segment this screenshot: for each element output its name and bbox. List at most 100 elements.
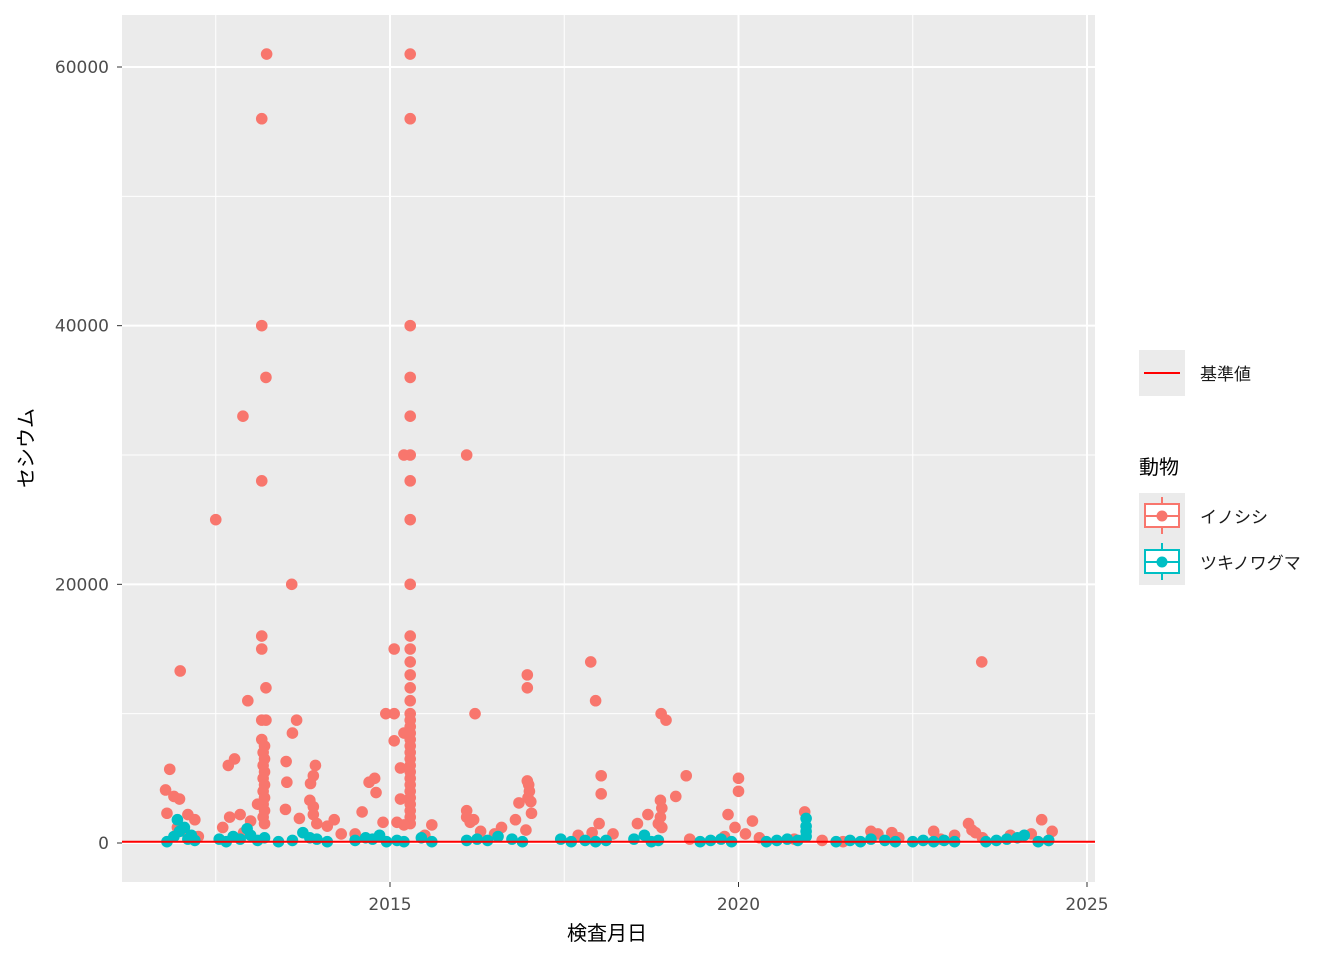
data-point xyxy=(404,578,417,591)
data-point xyxy=(520,824,532,836)
data-point xyxy=(631,817,644,830)
data-point xyxy=(460,834,473,847)
data-point xyxy=(656,802,668,814)
data-point xyxy=(178,821,191,834)
data-point xyxy=(1018,829,1031,842)
legend-key-inoshishi xyxy=(1144,497,1180,534)
data-point xyxy=(311,833,323,845)
data-point xyxy=(704,834,717,847)
data-point xyxy=(404,319,417,332)
data-point xyxy=(524,795,537,808)
data-point xyxy=(388,643,400,655)
data-point xyxy=(729,821,741,834)
data-point xyxy=(746,815,759,827)
data-point xyxy=(161,807,173,820)
data-point xyxy=(171,813,184,826)
data-point xyxy=(1035,813,1048,826)
data-point xyxy=(356,806,368,818)
data-point xyxy=(280,755,292,768)
data-point xyxy=(388,735,400,747)
data-point xyxy=(506,833,518,845)
data-point xyxy=(879,834,891,847)
data-point xyxy=(335,828,348,840)
data-point xyxy=(370,786,382,799)
legend-label-tsukinowaguma: ツキノワグマ xyxy=(1200,554,1301,574)
data-point xyxy=(739,828,752,840)
data-point xyxy=(404,656,417,668)
data-point xyxy=(771,834,783,847)
data-point xyxy=(286,727,299,739)
data-point xyxy=(222,759,235,772)
data-point xyxy=(255,319,268,332)
data-point xyxy=(469,707,481,720)
data-point xyxy=(307,808,320,821)
data-point xyxy=(394,793,407,805)
x-tick-label: 2015 xyxy=(368,895,411,915)
data-point xyxy=(844,834,856,847)
y-tick-label: 40000 xyxy=(55,317,109,337)
data-point xyxy=(223,811,236,823)
data-point xyxy=(467,813,480,826)
data-point xyxy=(865,833,877,845)
data-point xyxy=(173,793,186,805)
data-point xyxy=(722,808,734,821)
data-point xyxy=(732,785,745,798)
data-point xyxy=(917,834,930,847)
data-point xyxy=(404,371,417,384)
data-point xyxy=(388,707,400,720)
data-point xyxy=(321,820,334,832)
legend-key-tsukinowaguma xyxy=(1144,543,1180,580)
x-axis-title: 検査月日 xyxy=(567,921,647,945)
data-point xyxy=(404,48,417,60)
data-point xyxy=(404,643,417,655)
data-point xyxy=(394,762,407,774)
data-point xyxy=(404,112,417,125)
data-point xyxy=(255,630,268,642)
data-point xyxy=(309,759,322,772)
data-point xyxy=(586,826,598,839)
data-point xyxy=(216,821,229,834)
data-point xyxy=(251,798,264,810)
data-point xyxy=(242,694,254,707)
data-point xyxy=(683,833,696,845)
data-point xyxy=(189,834,201,847)
data-point xyxy=(234,808,246,821)
series-0 xyxy=(159,48,1058,848)
data-point xyxy=(990,834,1003,847)
data-point xyxy=(279,803,292,816)
data-point xyxy=(255,475,268,487)
data-point xyxy=(669,790,682,803)
data-point xyxy=(938,834,950,847)
data-point xyxy=(260,48,273,60)
data-point xyxy=(495,821,508,834)
data-point xyxy=(398,819,410,831)
data-point xyxy=(521,669,534,681)
y-tick-label: 20000 xyxy=(55,575,109,595)
data-point xyxy=(174,665,187,677)
data-point xyxy=(404,669,417,681)
data-point xyxy=(285,578,298,591)
y-axis-title: セシウム xyxy=(14,408,38,488)
x-tick-label: 2020 xyxy=(717,895,760,915)
data-point xyxy=(521,681,534,694)
data-point xyxy=(258,817,271,830)
data-point xyxy=(481,834,494,847)
data-point xyxy=(1046,825,1058,838)
data-point xyxy=(509,813,522,826)
data-point xyxy=(163,763,176,776)
data-point xyxy=(209,513,222,526)
data-point xyxy=(628,833,640,845)
data-point xyxy=(589,694,602,707)
legend-title: 動物 xyxy=(1139,455,1179,479)
data-point xyxy=(471,833,483,845)
data-point xyxy=(281,776,293,789)
data-point xyxy=(579,834,591,847)
data-point xyxy=(656,821,668,834)
data-point xyxy=(460,449,473,461)
data-point xyxy=(404,694,417,707)
data-point xyxy=(642,808,654,821)
data-point xyxy=(237,410,249,422)
x-tick-label: 2025 xyxy=(1065,895,1108,915)
